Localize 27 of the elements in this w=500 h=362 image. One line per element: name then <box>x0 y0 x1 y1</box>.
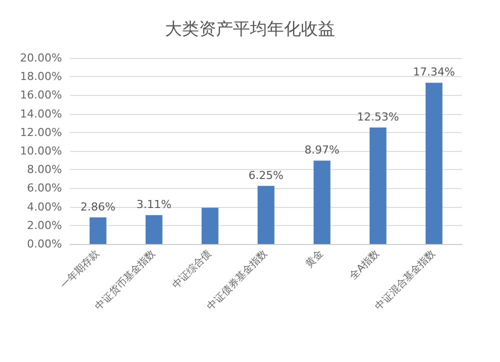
y-tick-label: 8.00% <box>27 163 62 176</box>
chart-title: 大类资产平均年化收益 <box>165 20 335 40</box>
bar <box>370 127 386 244</box>
y-tick-label: 4.00% <box>27 200 62 214</box>
data-label: 2.86% <box>80 200 116 214</box>
y-tick-label: 12.00% <box>20 126 62 139</box>
bar <box>314 160 330 244</box>
bar <box>258 186 274 244</box>
y-tick-label: 16.00% <box>20 88 62 102</box>
bar <box>146 215 162 244</box>
y-tick-label: 14.00% <box>20 107 62 120</box>
bar <box>426 82 442 244</box>
bar <box>202 208 218 244</box>
data-label: 8.97% <box>304 144 340 157</box>
y-tick-label: 6.00% <box>27 182 62 195</box>
data-label: 3.11% <box>136 198 172 212</box>
data-label: 6.25% <box>248 168 284 182</box>
bar <box>90 217 106 244</box>
x-tick-label: 黄金 <box>303 247 326 270</box>
y-tick-label: 10.00% <box>20 144 62 158</box>
data-label: 17.34% <box>413 66 455 79</box>
x-tick-label: 全A指数 <box>347 247 382 282</box>
y-tick-label: 2.00% <box>27 218 62 232</box>
data-label: 12.53% <box>357 110 399 124</box>
x-tick-label: 中证综合债 <box>170 247 214 292</box>
y-tick-label: 18.00% <box>20 70 62 84</box>
y-tick-label: 20.00% <box>20 52 62 64</box>
